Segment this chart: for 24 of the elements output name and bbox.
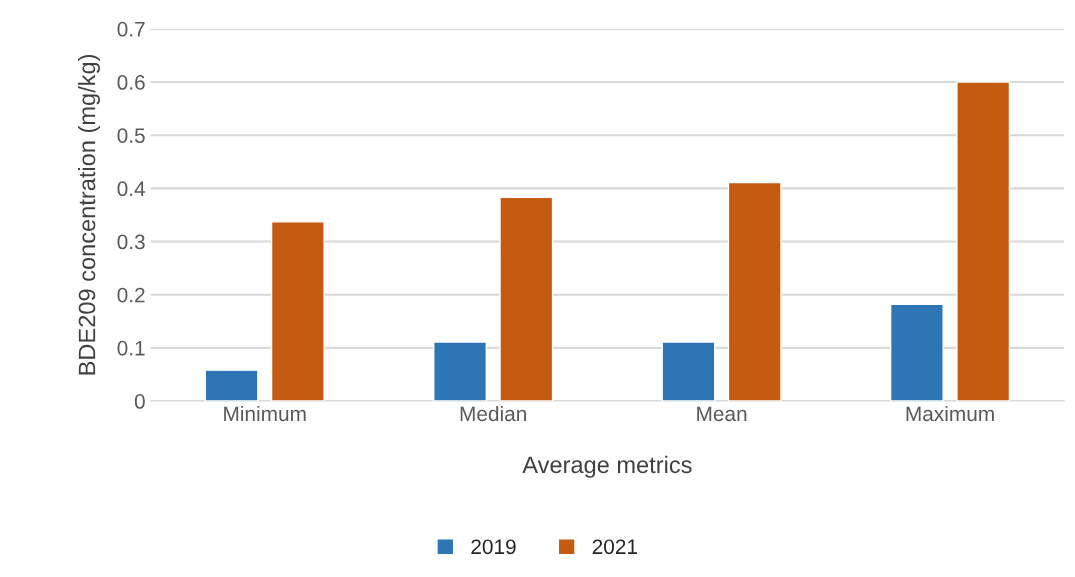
y-tick-label: 0.4 <box>117 181 146 197</box>
y-tick-label: 0.6 <box>117 75 145 90</box>
bar <box>727 181 782 402</box>
x-tick-label: Maximum <box>906 405 994 422</box>
y-tick-label: 0.1 <box>117 340 145 356</box>
bar <box>433 341 487 402</box>
bar <box>889 303 944 402</box>
y-tick-label: 0.2 <box>117 287 145 303</box>
bar <box>499 196 554 402</box>
bar <box>956 81 1011 402</box>
legend-label: 2019 <box>471 539 516 555</box>
y-axis-title: BDE209 concentration (mg/kg) <box>78 54 101 375</box>
bar <box>204 369 259 402</box>
x-tick-label: Mean <box>697 406 747 422</box>
y-tick-label: 0 <box>134 394 145 409</box>
x-tick-label: Minimum <box>224 405 306 422</box>
x-axis-title: Average metrics <box>522 455 692 478</box>
legend-label: 2021 <box>592 539 637 555</box>
x-tick-label: Median <box>460 405 526 422</box>
y-tick-label: 0.3 <box>117 234 145 250</box>
bar <box>661 341 716 402</box>
bar <box>270 221 325 402</box>
y-tick-label: 0.7 <box>117 21 145 37</box>
y-tick-label: 0.5 <box>117 128 145 143</box>
